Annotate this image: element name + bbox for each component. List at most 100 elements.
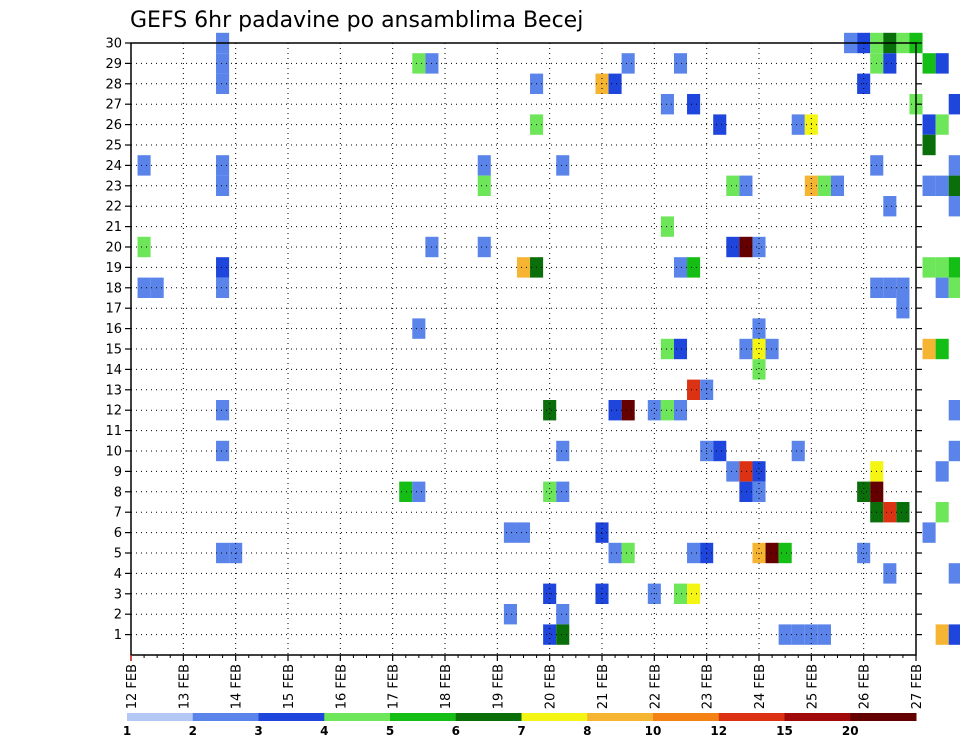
- x-tick-label: 27 FEB: [910, 664, 925, 709]
- heatmap-cell: [412, 53, 426, 74]
- heatmap-cell: [660, 216, 674, 237]
- heatmap-cell: [216, 73, 230, 94]
- heatmap-cell: [516, 257, 531, 278]
- y-tick-label: 22: [105, 200, 122, 215]
- heatmap-cell: [516, 522, 531, 543]
- heatmap-cell: [726, 236, 740, 258]
- y-tick-label: 13: [105, 383, 122, 398]
- heatmap-cell: [216, 155, 230, 176]
- legend-label: 4: [320, 724, 328, 738]
- heatmap-cell: [713, 114, 727, 135]
- legend-swatch: [784, 713, 851, 721]
- heatmap-cell: [817, 624, 831, 645]
- heatmap-cell: [556, 440, 570, 462]
- heatmap-cell: [935, 502, 949, 523]
- heatmap-cell: [896, 277, 910, 298]
- heatmap-cell: [817, 175, 831, 196]
- heatmap-cell: [922, 257, 936, 278]
- x-tick-label: 13 FEB: [177, 664, 192, 709]
- heatmap-cell: [216, 53, 230, 74]
- heatmap-cell: [556, 155, 570, 176]
- heatmap-cell: [673, 400, 688, 421]
- legend-swatch: [390, 713, 457, 721]
- legend-label: 5: [386, 724, 394, 738]
- x-tick-label: 12 FEB: [125, 664, 140, 709]
- y-axis: 1234567891011121314151617181920212223242…: [105, 37, 922, 643]
- heatmap-cell: [412, 481, 426, 502]
- x-tick-label: 17 FEB: [387, 664, 402, 709]
- heatmap-cell: [503, 604, 517, 625]
- heatmap-cell: [948, 440, 960, 462]
- heatmap-cell: [922, 134, 936, 156]
- y-tick-label: 14: [105, 363, 122, 378]
- legend-swatch: [455, 713, 522, 721]
- heatmap-cell: [935, 114, 949, 135]
- heatmap-cell: [687, 257, 701, 278]
- legend-swatch: [718, 713, 785, 721]
- heatmap-cell: [948, 257, 960, 278]
- heatmap-cell: [608, 400, 622, 421]
- heatmap-cell: [948, 624, 960, 645]
- chart-title: GEFS 6hr padavine po ansamblima Becej: [130, 8, 583, 33]
- legend-label: 6: [452, 724, 460, 738]
- y-tick-label: 18: [105, 281, 122, 296]
- heatmap-cell: [883, 563, 897, 584]
- heatmap-cell: [608, 542, 622, 564]
- heatmap-cell: [922, 114, 936, 135]
- heatmap-cell: [621, 542, 635, 564]
- legend-label: 1: [123, 724, 131, 738]
- legend-label: 10: [645, 724, 662, 738]
- x-axis: 12 FEB 13 FEB 14 FEB 15 FEB 16 FEB 17 FEB 18 F…: [125, 655, 925, 709]
- heatmap-cell: [660, 94, 674, 115]
- heatmap-cell: [477, 175, 491, 196]
- heatmap-cell: [150, 277, 164, 298]
- heatmap-cell: [935, 277, 949, 298]
- y-tick-label: 8: [114, 485, 122, 500]
- heatmap-cell: [739, 338, 753, 360]
- heatmap-cell: [621, 53, 635, 74]
- heatmap-cell: [412, 318, 426, 339]
- heatmap-cell: [765, 542, 779, 564]
- legend-swatch: [324, 713, 391, 721]
- heatmap-cell: [791, 624, 805, 645]
- y-tick-label: 15: [105, 343, 122, 358]
- heatmap-cell: [857, 481, 871, 502]
- heatmap-cell: [922, 338, 936, 360]
- heatmap-cell: [948, 94, 960, 115]
- heatmap-cell: [752, 359, 766, 380]
- legend-label: 15: [776, 724, 793, 738]
- heatmap-cell: [791, 440, 805, 462]
- heatmap-cell: [935, 624, 949, 645]
- legend-swatch: [850, 713, 917, 721]
- heatmap-cell: [739, 461, 753, 482]
- x-tick-label: 18 FEB: [439, 664, 454, 709]
- heatmap-cell: [713, 440, 727, 462]
- heatmap-cell: [137, 155, 151, 176]
- heatmap-cell: [935, 461, 949, 482]
- heatmap-cell: [765, 338, 779, 360]
- heatmap-cell: [896, 502, 910, 523]
- heatmap-cell: [948, 400, 960, 421]
- heatmap-cell: [608, 73, 622, 94]
- legend-label: 3: [254, 724, 262, 738]
- heatmap-cell: [556, 624, 570, 645]
- heatmap-cell: [216, 400, 230, 421]
- y-tick-label: 11: [105, 424, 122, 439]
- heatmap-cell: [883, 502, 897, 523]
- y-tick-label: 9: [114, 465, 122, 480]
- heatmap-cell: [935, 257, 949, 278]
- heatmap-cell: [687, 583, 701, 604]
- heatmap-cell: [752, 461, 766, 482]
- color-legend: 1 2 3 4 5 6 7 8 10 12 15 20: [123, 713, 917, 738]
- heatmap-cell: [543, 481, 557, 502]
- heatmap-cell: [778, 542, 792, 564]
- heatmap-cell: [660, 338, 674, 360]
- y-tick-label: 6: [114, 526, 122, 541]
- heatmap-cell: [477, 155, 491, 176]
- heatmap-cell: [503, 522, 517, 543]
- heatmap-cell: [556, 481, 570, 502]
- y-tick-label: 7: [114, 506, 122, 521]
- y-tick-label: 27: [105, 98, 122, 113]
- legend-label: 20: [842, 724, 859, 738]
